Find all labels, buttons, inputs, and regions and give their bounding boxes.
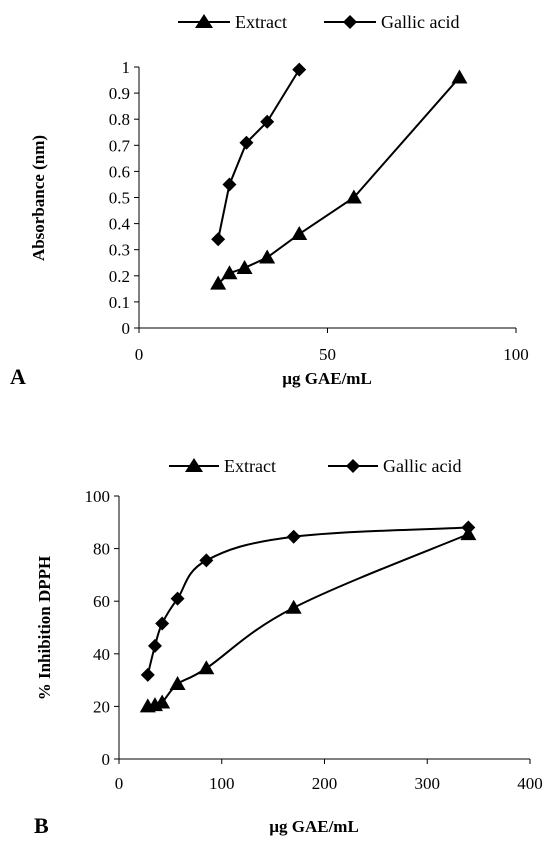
chart-b-y-tick-label: 100 <box>85 487 111 506</box>
chart-b-x-tick-label: 0 <box>115 774 124 793</box>
chart-b-x-tick-label: 400 <box>517 774 543 793</box>
chart-a-y-tick-label: 0.2 <box>109 267 130 286</box>
chart-a-point-extract <box>221 265 238 280</box>
chart-a-point-gallic-acid <box>260 114 275 129</box>
chart-b-legend-extract-marker <box>185 458 203 472</box>
chart-b-y-ticks: 0 20 40 60 80 100 <box>85 487 119 769</box>
chart-a-series-markers <box>210 62 468 290</box>
chart-a-y-tick-label: 0.7 <box>109 136 131 155</box>
chart-a-legend: Extract Gallic acid <box>178 12 459 32</box>
chart-b-series-markers <box>139 520 477 713</box>
chart-b-point-extract <box>198 660 215 675</box>
chart-a-y-tick-label: 0.8 <box>109 110 130 129</box>
chart-a-point-extract <box>291 226 308 241</box>
chart-a-point-gallic-acid <box>292 62 307 77</box>
chart-a-line-extract <box>217 76 461 285</box>
chart-a-point-extract <box>451 69 468 84</box>
chart-b-point-extract <box>154 694 171 709</box>
chart-b-y-tick-label: 40 <box>93 645 110 664</box>
chart-b-point-gallic-acid <box>461 520 476 535</box>
chart-a-x-tick-label: 0 <box>135 345 144 364</box>
chart-b-point-gallic-acid <box>140 667 155 682</box>
chart-a-point-gallic-acid <box>239 135 254 150</box>
chart-a-legend-gallic-marker <box>343 15 357 29</box>
chart-a-legend-extract-label: Extract <box>235 12 287 32</box>
chart-b-point-gallic-acid <box>155 616 170 631</box>
chart-a-point-extract <box>236 259 253 274</box>
chart-a-point-gallic-acid <box>211 232 226 247</box>
chart-a-point-extract <box>210 275 227 290</box>
chart-b-x-tick-label: 100 <box>209 774 235 793</box>
chart-b-y-tick-label: 60 <box>93 592 110 611</box>
chart-a-line-gallic-acid <box>217 69 301 240</box>
chart-b-y-tick-label: 20 <box>93 697 110 716</box>
chart-a-legend-extract-marker <box>195 14 213 28</box>
chart-a-y-tick-label: 0 <box>122 319 131 338</box>
chart-b-legend: Extract Gallic acid <box>169 456 461 476</box>
chart-a-y-tick-label: 0.5 <box>109 189 130 208</box>
chart-b-point-gallic-acid <box>286 529 301 544</box>
chart-b-point-gallic-acid <box>147 638 162 653</box>
chart-a-x-tick-label: 50 <box>319 345 336 364</box>
chart-b: Extract Gallic acid 0 20 40 60 80 100 0 100 200… <box>34 456 543 838</box>
chart-b-x-tick-label: 200 <box>312 774 338 793</box>
chart-b-x-axis-title: µg GAE/mL <box>269 817 359 836</box>
chart-a-y-tick-label: 0.9 <box>109 84 130 103</box>
chart-b-legend-gallic-label: Gallic acid <box>383 456 461 476</box>
chart-b-point-gallic-acid <box>170 591 185 606</box>
chart-a-point-gallic-acid <box>222 177 237 192</box>
chart-b-x-tick-label: 300 <box>415 774 441 793</box>
chart-b-y-tick-label: 80 <box>93 540 110 559</box>
chart-a: Extract Gallic acid 00.10.20.30.40.50.60… <box>10 12 529 389</box>
chart-b-line-extract <box>147 533 469 708</box>
chart-a-y-axis-title: Absorbance (nm) <box>29 135 48 261</box>
chart-b-point-extract <box>169 676 186 691</box>
chart-a-x-tick-label: 100 <box>503 345 529 364</box>
chart-b-y-axis-title: % Inhibition DPPH <box>35 556 54 701</box>
chart-b-series-lines <box>146 526 469 708</box>
chart-b-panel-label: B <box>34 813 49 838</box>
chart-a-y-tick-label: 0.6 <box>109 162 130 181</box>
chart-a-panel-label: A <box>10 364 26 389</box>
chart-a-point-extract <box>345 189 362 204</box>
chart-a-y-tick-label: 0.3 <box>109 241 130 260</box>
chart-a-series-lines <box>217 69 461 285</box>
chart-a-y-tick-label: 0.1 <box>109 293 130 312</box>
chart-b-legend-gallic-marker <box>346 459 360 473</box>
chart-b-y-tick-label: 0 <box>102 750 111 769</box>
chart-b-legend-extract-label: Extract <box>224 456 276 476</box>
chart-b-point-gallic-acid <box>199 553 214 568</box>
chart-b-x-ticks: 0 100 200 300 400 <box>115 759 543 793</box>
chart-a-y-tick-label: 1 <box>122 58 131 77</box>
chart-a-y-ticks: 0 0.1 0.2 0.3 0.4 0.5 0.6 0.7 0.8 0.9 1 <box>109 58 139 338</box>
chart-a-y-tick-label: 0.4 <box>109 215 131 234</box>
chart-b-point-extract <box>285 599 302 614</box>
chart-a-point-extract <box>259 249 276 264</box>
chart-a-x-axis-title: µg GAE/mL <box>282 369 372 388</box>
chart-a-x-ticks: 0 50 100 <box>135 328 529 364</box>
chart-a-legend-gallic-label: Gallic acid <box>381 12 459 32</box>
